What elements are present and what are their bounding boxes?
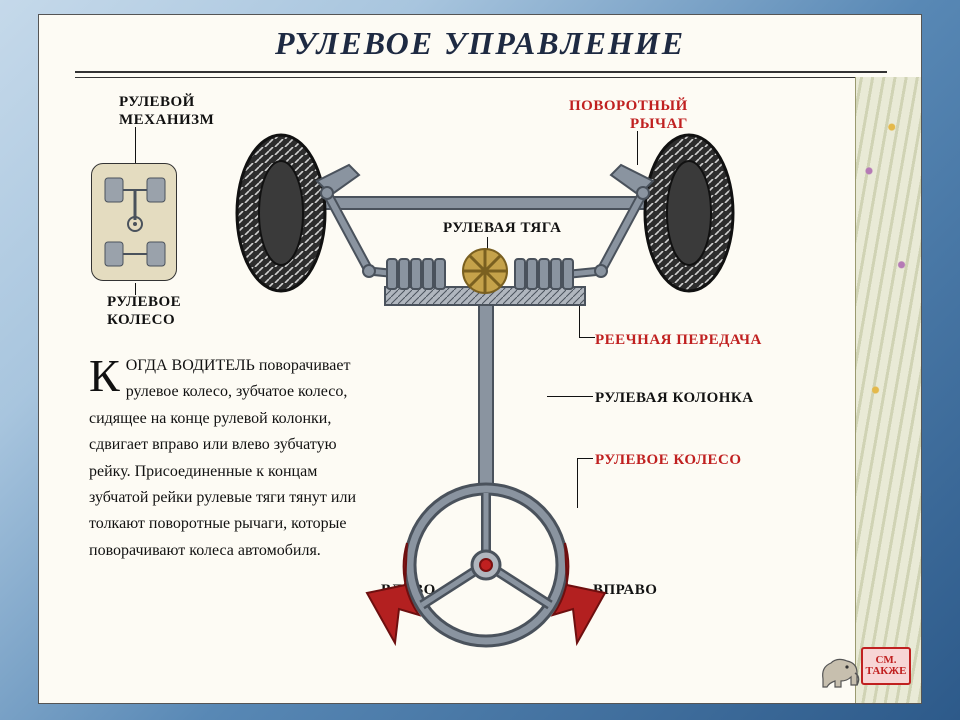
leader-line [135, 283, 136, 295]
label-steering-mechanism: РУЛЕВОЙ МЕХАНИЗМ [119, 93, 214, 129]
elephant-icon [817, 649, 861, 691]
decorative-strip [855, 77, 921, 703]
divider [75, 71, 887, 73]
divider [75, 77, 887, 78]
description-body: ОГДА ВОДИТЕЛЬ поворачивает рулевое колес… [89, 357, 356, 559]
page-title: РУЛЕВОЕ УПРАВЛЕНИЕ [39, 25, 921, 62]
see-also-badge: СМ. ТАКЖЕ [861, 647, 911, 685]
leader-line [135, 127, 136, 163]
dropcap: К [89, 353, 126, 395]
label-steering-gear-wheel: РУЛЕВОЕ КОЛЕСО [107, 293, 181, 329]
mini-schema-icon [91, 163, 177, 281]
description-text: К ОГДА ВОДИТЕЛЬ поворачивает рулевое кол… [89, 353, 369, 564]
